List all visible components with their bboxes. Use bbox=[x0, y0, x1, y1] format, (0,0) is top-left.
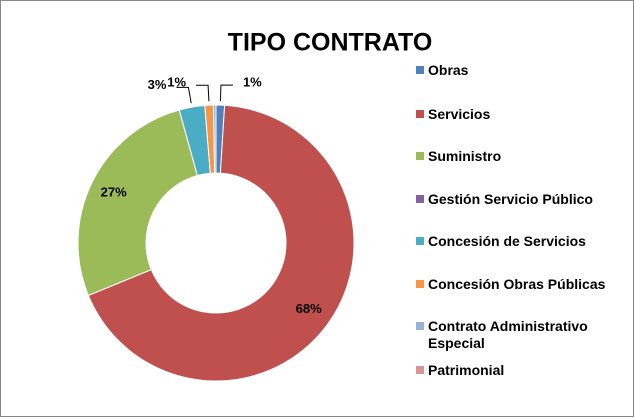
data-label: 1% bbox=[243, 75, 262, 90]
legend-swatch bbox=[416, 280, 424, 288]
legend-item: Obras bbox=[416, 62, 631, 79]
legend-swatch bbox=[416, 110, 424, 118]
legend-item: Contrato Administrativo Especial bbox=[416, 318, 631, 352]
legend-item: Gestión Servicio Público bbox=[416, 191, 631, 208]
legend-item: Concesión de Servicios bbox=[416, 233, 631, 250]
legend-label: Concesión Obras Públicas bbox=[428, 276, 606, 292]
chart-title: TIPO CONTRATO bbox=[228, 29, 433, 57]
leader-line bbox=[219, 84, 233, 102]
legend-label: Concesión de Servicios bbox=[428, 233, 586, 249]
leader-line bbox=[176, 86, 192, 104]
slice bbox=[77, 109, 198, 297]
legend-item: Suministro bbox=[416, 148, 631, 165]
legend-label: Suministro bbox=[428, 148, 502, 164]
legend-label: Contrato Administrativo Especial bbox=[428, 318, 588, 351]
leader-line bbox=[196, 84, 210, 102]
legend-swatch bbox=[416, 152, 424, 160]
legend-swatch bbox=[416, 366, 424, 374]
legend-label: Servicios bbox=[428, 106, 491, 122]
data-label: 3% bbox=[148, 77, 167, 92]
legend-swatch bbox=[416, 322, 424, 330]
legend-swatch bbox=[416, 237, 424, 245]
data-label: 27% bbox=[101, 184, 127, 199]
data-label: 68% bbox=[296, 301, 322, 316]
slice bbox=[87, 104, 355, 382]
legend-item: Concesión Obras Públicas bbox=[416, 276, 631, 293]
legend-item: Servicios bbox=[416, 106, 631, 123]
legend-swatch bbox=[416, 195, 424, 203]
legend-swatch bbox=[416, 66, 424, 74]
legend-label: Obras bbox=[428, 62, 469, 78]
legend-label: Gestión Servicio Público bbox=[428, 191, 593, 207]
data-label: 1% bbox=[167, 75, 186, 90]
legend-item: Patrimonial bbox=[416, 362, 631, 379]
legend-label: Patrimonial bbox=[428, 362, 505, 378]
